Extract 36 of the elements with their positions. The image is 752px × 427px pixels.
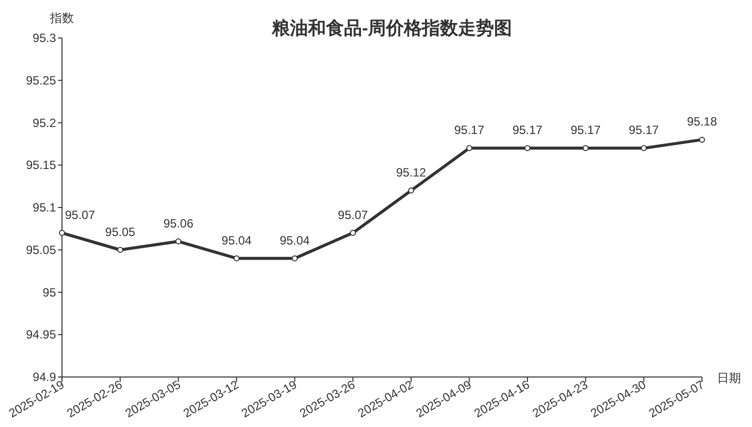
y-tick-label: 95.15 — [26, 158, 56, 172]
point — [466, 145, 472, 152]
y-tick-label: 95.3 — [32, 31, 56, 45]
data-label: 95.17 — [570, 123, 601, 138]
y-tick-label: 95.1 — [32, 200, 56, 214]
data-label: 95.06 — [163, 216, 194, 230]
point — [699, 136, 705, 143]
y-tick-label: 95.25 — [26, 73, 56, 88]
point — [59, 230, 65, 236]
data-label: 95.07 — [338, 208, 368, 222]
point — [117, 246, 124, 253]
data-label: 95.04 — [222, 233, 252, 248]
point — [582, 145, 589, 152]
point — [408, 188, 414, 194]
point — [292, 255, 298, 262]
point — [350, 230, 356, 236]
data-label: 95.17 — [628, 123, 660, 138]
data-label: 95.12 — [396, 166, 426, 180]
chart-title: 粮油和食品-周价格指数走势图 — [271, 18, 512, 38]
y-tick-label: 95 — [42, 285, 56, 300]
data-label: 95.18 — [686, 114, 718, 129]
data-label: 95.07 — [64, 208, 96, 222]
point — [234, 255, 240, 262]
y-axis-title: 指数 — [49, 11, 74, 25]
data-label: 95.17 — [454, 123, 485, 138]
y-tick-label: 94.9 — [32, 370, 56, 384]
point — [640, 145, 647, 152]
x-axis-title: 日期 — [717, 371, 741, 385]
point — [524, 145, 530, 152]
y-tick-label: 94.95 — [26, 328, 56, 342]
y-tick-label: 95.2 — [32, 116, 56, 130]
y-tick-label: 95.05 — [26, 242, 56, 257]
data-label: 95.04 — [280, 233, 310, 248]
data-label: 95.05 — [105, 224, 136, 239]
point — [175, 238, 182, 244]
data-label: 95.17 — [512, 123, 543, 138]
